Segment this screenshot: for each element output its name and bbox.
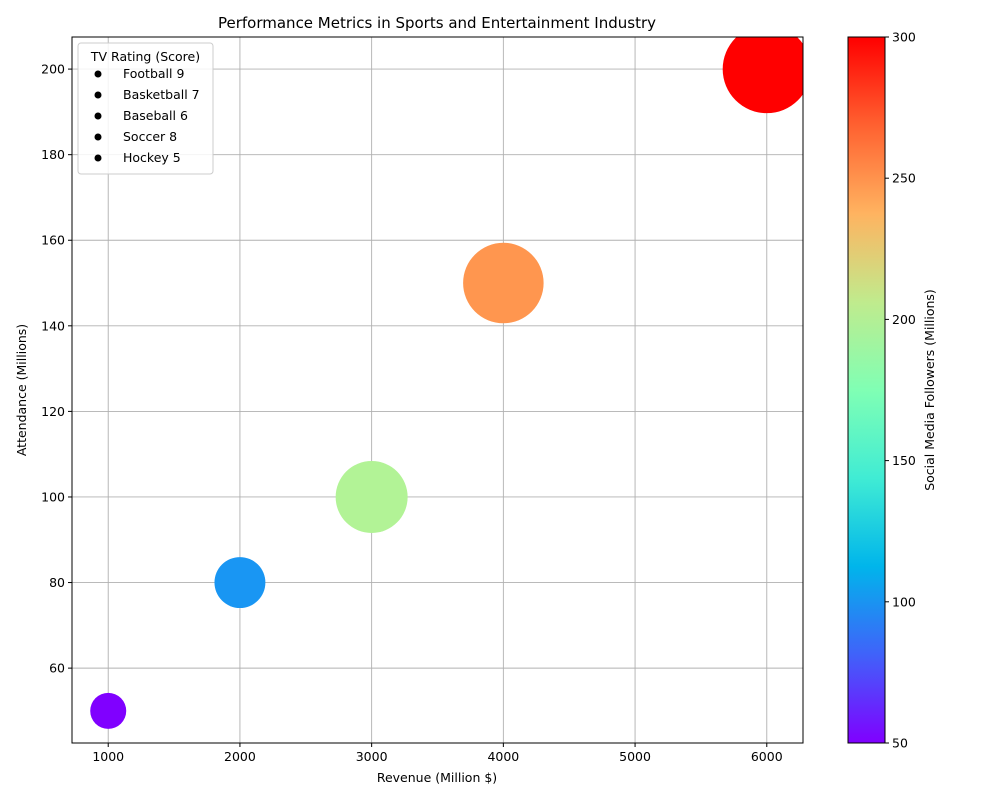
colorbar-tick-label: 100 xyxy=(892,594,916,609)
data-bubble xyxy=(336,461,408,533)
x-tick-label: 4000 xyxy=(487,749,519,764)
y-tick-label: 160 xyxy=(41,233,65,248)
y-tick-label: 80 xyxy=(49,575,65,590)
legend-entry-label: Football 9 xyxy=(123,66,184,81)
data-bubble xyxy=(463,243,543,323)
colorbar-label: Social Media Followers (Millions) xyxy=(922,289,937,491)
colorbar-tick-label: 150 xyxy=(892,453,916,468)
colorbar-tick-label: 250 xyxy=(892,171,916,186)
legend-entry-label: Soccer 8 xyxy=(123,129,177,144)
colorbar-ticks: 50 100 150 200 250 300 xyxy=(885,30,916,751)
legend-entry-label: Baseball 6 xyxy=(123,108,188,123)
x-axis-label: Revenue (Million $) xyxy=(377,770,497,785)
x-tick-label: 6000 xyxy=(751,749,783,764)
colorbar-gradient xyxy=(848,37,885,743)
colorbar-tick-label: 200 xyxy=(892,312,916,327)
legend-marker xyxy=(95,92,102,99)
legend-title: TV Rating (Score) xyxy=(90,49,200,64)
x-tick-label: 5000 xyxy=(619,749,651,764)
data-bubble xyxy=(90,693,126,729)
y-tick-label: 60 xyxy=(49,661,65,676)
legend-marker xyxy=(95,134,102,141)
y-tick-label: 180 xyxy=(41,147,65,162)
legend-marker xyxy=(95,71,102,78)
x-tick-label: 1000 xyxy=(92,749,124,764)
legend-marker xyxy=(95,155,102,162)
chart-title: Performance Metrics in Sports and Entert… xyxy=(218,14,656,32)
legend-entry-label: Hockey 5 xyxy=(123,150,181,165)
colorbar-tick-label: 50 xyxy=(892,736,908,751)
x-tick-label: 3000 xyxy=(356,749,388,764)
data-bubble xyxy=(214,557,265,608)
y-tick-label: 140 xyxy=(41,318,65,333)
y-axis-label: Attendance (Millions) xyxy=(14,324,29,456)
x-tick-label: 2000 xyxy=(224,749,256,764)
y-tick-label: 120 xyxy=(41,404,65,419)
x-axis: 1000 2000 3000 4000 5000 6000 xyxy=(92,743,782,764)
legend-entry-label: Basketball 7 xyxy=(123,87,200,102)
colorbar: 50 100 150 200 250 300 Social Media Followers… xyxy=(848,30,937,751)
colorbar-tick-label: 300 xyxy=(892,30,916,45)
data-bubble xyxy=(723,25,811,113)
y-tick-label: 200 xyxy=(41,62,65,77)
y-tick-label: 100 xyxy=(41,489,65,504)
y-axis: 60 80 100 120 140 160 180 200 xyxy=(41,62,72,676)
legend-marker xyxy=(95,113,102,120)
legend: TV Rating (Score) Football 9 Basketball 7… xyxy=(78,43,213,174)
